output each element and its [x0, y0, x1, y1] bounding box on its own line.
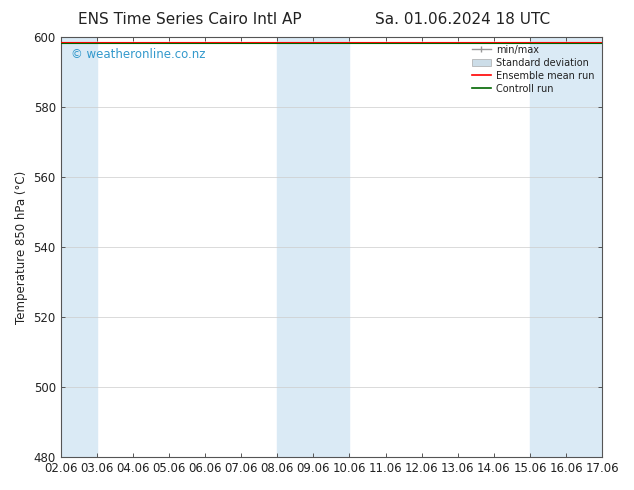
Text: ENS Time Series Cairo Intl AP: ENS Time Series Cairo Intl AP: [79, 12, 302, 27]
Y-axis label: Temperature 850 hPa (°C): Temperature 850 hPa (°C): [15, 171, 28, 324]
Legend: min/max, Standard deviation, Ensemble mean run, Controll run: min/max, Standard deviation, Ensemble me…: [469, 42, 597, 97]
Bar: [61, 37, 97, 457]
Bar: [530, 37, 602, 457]
Text: Sa. 01.06.2024 18 UTC: Sa. 01.06.2024 18 UTC: [375, 12, 550, 27]
Bar: [277, 37, 349, 457]
Text: © weatheronline.co.nz: © weatheronline.co.nz: [72, 48, 206, 61]
